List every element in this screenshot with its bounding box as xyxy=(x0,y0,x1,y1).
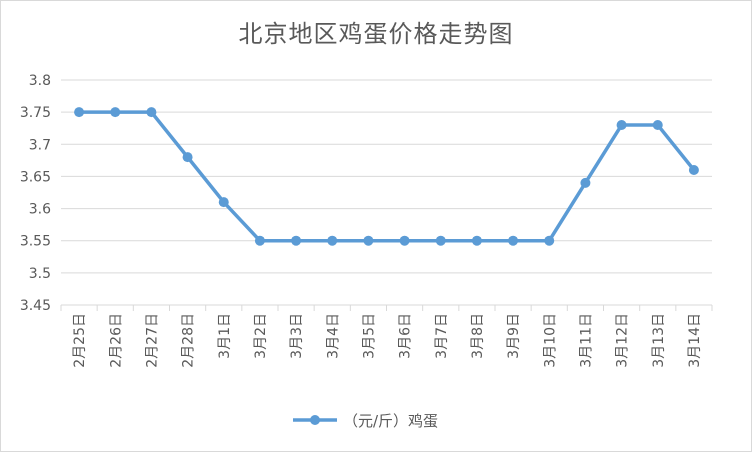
x-tick-label: 3月1日 xyxy=(217,313,233,359)
x-tick-label: 2月28日 xyxy=(181,313,197,368)
x-tick-label: 3月7日 xyxy=(434,313,450,359)
data-point xyxy=(544,235,555,246)
data-point xyxy=(146,107,157,118)
x-tick-label: 3月14日 xyxy=(687,313,703,368)
data-point xyxy=(508,235,519,246)
x-tick-label: 3月5日 xyxy=(361,313,377,359)
y-tick-label: 3.65 xyxy=(20,169,51,185)
y-tick-label: 3.7 xyxy=(29,137,51,153)
x-tick-label: 3月12日 xyxy=(615,313,631,368)
y-tick-label: 3.6 xyxy=(29,202,51,218)
data-point xyxy=(218,197,229,208)
data-point xyxy=(616,120,627,130)
data-point xyxy=(254,235,265,246)
y-tick-label: 3.5 xyxy=(29,266,51,282)
x-tick-label: 3月8日 xyxy=(470,313,486,359)
data-point xyxy=(291,235,302,246)
data-point xyxy=(580,177,591,188)
y-tick-label: 3.55 xyxy=(20,234,51,250)
data-point xyxy=(471,235,482,246)
x-tick-label: 2月27日 xyxy=(144,313,160,368)
y-tick-label: 3.8 xyxy=(29,73,51,89)
chart-title: 北京地区鸡蛋价格走势图 xyxy=(238,20,514,48)
y-tick-label: 3.75 xyxy=(20,105,51,121)
legend-marker xyxy=(310,415,320,425)
data-point xyxy=(399,235,410,246)
series-line xyxy=(77,110,696,243)
data-point xyxy=(363,235,374,246)
x-tick-label: 3月10日 xyxy=(542,313,558,368)
x-tick-label: 3月13日 xyxy=(651,313,667,368)
x-tick-label: 3月6日 xyxy=(398,313,414,359)
data-point xyxy=(435,235,446,246)
x-tick-label: 2月25日 xyxy=(72,313,88,368)
data-point xyxy=(652,120,663,130)
y-tick-label: 3.45 xyxy=(20,298,51,314)
x-tick-label: 3月9日 xyxy=(506,313,522,359)
x-tick-label: 2月26日 xyxy=(108,313,124,368)
data-point xyxy=(110,107,121,118)
x-tick-label: 3月11日 xyxy=(578,313,594,368)
data-point xyxy=(74,107,85,118)
data-point xyxy=(182,152,193,163)
legend-label: （元/斤）鸡蛋 xyxy=(343,412,438,430)
x-tick-label: 3月4日 xyxy=(325,313,341,359)
x-tick-label: 3月3日 xyxy=(289,313,305,359)
data-point xyxy=(688,165,699,175)
data-point xyxy=(327,235,338,246)
x-tick-label: 3月2日 xyxy=(253,313,269,359)
